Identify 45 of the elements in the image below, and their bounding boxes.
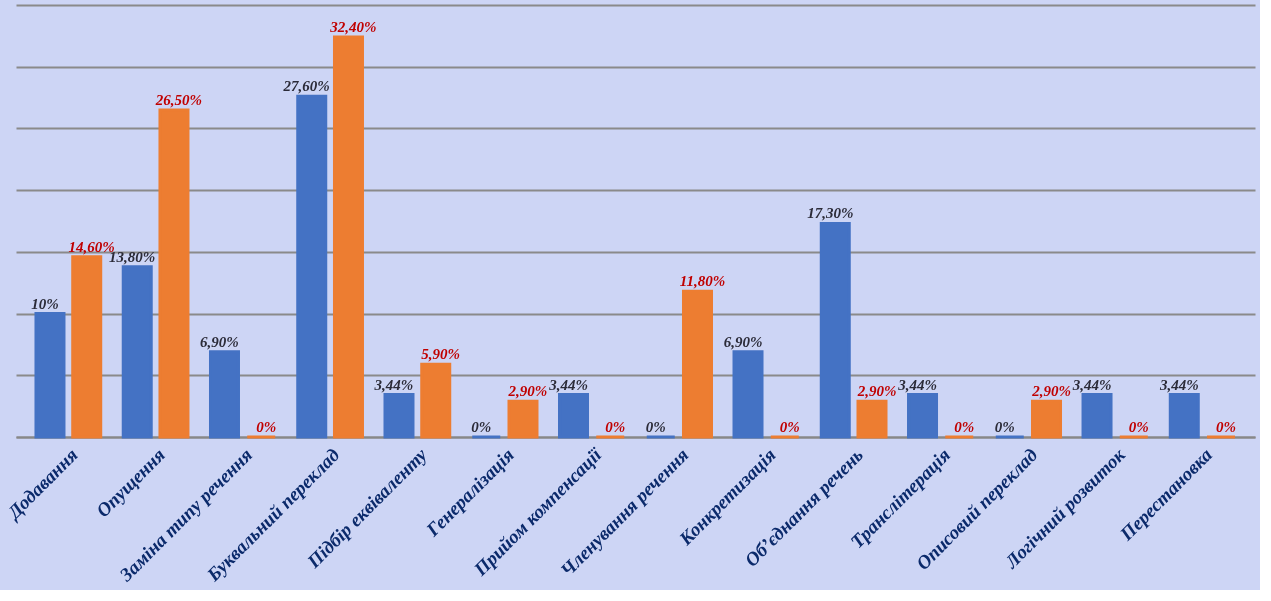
data-label: 0% xyxy=(779,419,800,435)
data-label: 6,90% xyxy=(200,333,239,350)
bar xyxy=(296,94,328,439)
data-label: 32,40% xyxy=(329,19,377,36)
data-label: 10% xyxy=(31,295,59,312)
data-label: 0% xyxy=(994,419,1015,435)
bar xyxy=(34,312,66,439)
bar xyxy=(907,393,939,439)
data-label: 5,90% xyxy=(421,346,461,363)
bar xyxy=(121,265,153,439)
data-label: 6,90% xyxy=(723,333,763,350)
data-label: 2,90% xyxy=(507,383,548,400)
bar xyxy=(1031,399,1063,439)
bar xyxy=(1081,393,1113,439)
data-label: 0% xyxy=(605,419,626,435)
data-label: 3,44% xyxy=(548,376,588,393)
data-label: 2,90% xyxy=(856,383,897,400)
data-label: 3,44% xyxy=(1071,376,1112,393)
bar xyxy=(682,289,713,439)
bar xyxy=(383,393,415,439)
data-label: 11,80% xyxy=(679,273,726,290)
data-label: 3,44% xyxy=(1158,376,1199,393)
data-label: 0% xyxy=(1128,419,1149,435)
bar xyxy=(558,393,589,439)
bar xyxy=(732,350,764,439)
bar xyxy=(819,221,851,439)
data-label: 0% xyxy=(1216,419,1237,435)
data-label: 17,30% xyxy=(807,205,854,222)
data-label: 2,90% xyxy=(1031,383,1071,400)
bar xyxy=(1168,393,1200,439)
data-label: 3,44% xyxy=(373,376,414,393)
data-label: 0% xyxy=(256,419,277,435)
bar xyxy=(420,362,452,439)
data-label: 0% xyxy=(954,419,975,435)
bar xyxy=(507,399,539,439)
data-label: 0% xyxy=(645,419,666,435)
data-label: 26,50% xyxy=(154,91,203,108)
bar xyxy=(332,35,364,439)
bar xyxy=(208,350,240,439)
bar xyxy=(71,255,103,439)
data-label: 0% xyxy=(471,419,492,435)
data-label: 3,44% xyxy=(897,376,937,393)
bar xyxy=(856,399,888,439)
bar xyxy=(158,108,190,439)
data-label: 27,60% xyxy=(282,78,330,95)
